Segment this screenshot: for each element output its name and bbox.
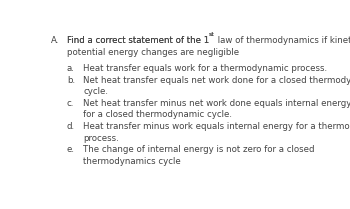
Text: Heat transfer equals work for a thermodynamic process.: Heat transfer equals work for a thermody… (83, 64, 327, 73)
Text: A.: A. (50, 36, 59, 45)
Text: law of thermodynamics if kinetic and: law of thermodynamics if kinetic and (215, 36, 350, 45)
Text: cycle.: cycle. (83, 87, 108, 96)
Text: e.: e. (67, 145, 75, 154)
Text: st: st (209, 32, 215, 37)
Text: Find a correct statement of the 1: Find a correct statement of the 1 (67, 36, 209, 45)
Text: Find a correct statement of the 1: Find a correct statement of the 1 (67, 36, 209, 45)
Text: d.: d. (67, 122, 75, 131)
Text: process.: process. (83, 134, 119, 143)
Text: b.: b. (67, 76, 75, 85)
Text: st: st (209, 32, 215, 37)
Text: potential energy changes are negligible: potential energy changes are negligible (67, 48, 239, 57)
Text: c.: c. (67, 99, 74, 108)
Text: Heat transfer minus work equals internal energy for a thermodynamic: Heat transfer minus work equals internal… (83, 122, 350, 131)
Text: Net heat transfer minus net work done equals internal energy change: Net heat transfer minus net work done eq… (83, 99, 350, 108)
Text: thermodynamics cycle: thermodynamics cycle (83, 157, 181, 166)
Text: a.: a. (67, 64, 75, 73)
Text: Net heat transfer equals net work done for a closed thermodynamic: Net heat transfer equals net work done f… (83, 76, 350, 85)
Text: for a closed thermodynamic cycle.: for a closed thermodynamic cycle. (83, 110, 232, 119)
Text: The change of internal energy is not zero for a closed: The change of internal energy is not zer… (83, 145, 315, 154)
